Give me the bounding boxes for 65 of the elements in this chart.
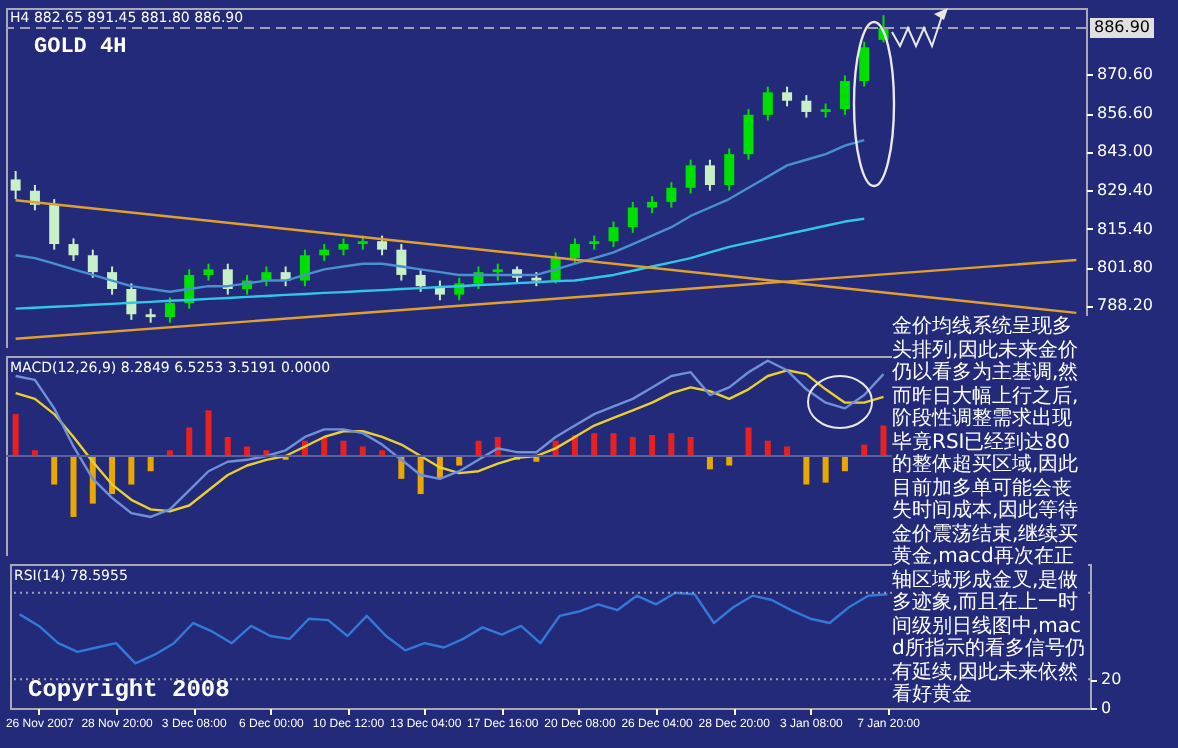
candlestick [724, 147, 735, 192]
bar [649, 435, 656, 456]
y-tick-label: 829.40 [1097, 180, 1153, 199]
y-tick-label: 843.00 [1097, 142, 1153, 161]
bar [880, 425, 887, 456]
candlestick [222, 262, 233, 296]
bar [745, 427, 752, 456]
y-tick-label: 20 [1101, 670, 1122, 689]
bar [784, 446, 791, 456]
bar [803, 456, 810, 485]
candlestick [666, 181, 677, 209]
candlestick [627, 200, 638, 234]
bar [340, 440, 347, 456]
y-tick-label: 788.20 [1097, 296, 1153, 315]
bar [12, 414, 19, 456]
candlestick [396, 243, 407, 282]
bar [359, 446, 366, 456]
candlestick [704, 158, 715, 192]
candlestick [608, 220, 619, 248]
candlestick [685, 158, 696, 195]
candlestick [743, 108, 754, 161]
bar [51, 456, 58, 485]
bar [456, 456, 463, 466]
bar [726, 456, 733, 466]
candlestick [10, 169, 21, 201]
bar [475, 440, 482, 456]
bar [186, 427, 193, 456]
candlestick [801, 94, 812, 119]
bar [591, 433, 598, 456]
annotation: Copyright 2008 [28, 676, 230, 704]
bar [764, 440, 771, 456]
bar [128, 456, 135, 485]
bar [687, 436, 694, 456]
ref-line-label: 886.90 [1094, 17, 1150, 36]
bar [841, 456, 848, 472]
candlestick [839, 74, 850, 116]
candlestick [859, 40, 870, 88]
bar [822, 456, 829, 483]
candlestick [377, 234, 388, 257]
candlestick [569, 237, 580, 265]
line-series [18, 591, 889, 665]
bar [706, 456, 713, 470]
bar [610, 433, 617, 456]
candlestick [164, 296, 175, 324]
candlestick [49, 198, 60, 251]
text: 金价均线系统呈现多头排列,因此未来金价仍以看多为主基调,然而昨日大幅上行之后,阶段性调整需求出现毕竟RSI已经到达80的整体超买区域,因此目前加多单可能会丧失时间成本,因此等待金价震荡结束,继续买黄金,macd再次在正轴区域形成金叉,是做多迹象,而且在上一时间级别日线图中,macd所指示的看多信号仍有延续,因此未来依然看好黄金 [892, 316, 1085, 706]
bar [224, 436, 231, 456]
bar [629, 436, 636, 456]
candlestick [68, 237, 79, 262]
candlestick [87, 248, 98, 279]
bar [668, 433, 675, 456]
bar [244, 446, 251, 456]
y-tick-label: 870.60 [1097, 64, 1153, 83]
text: GOLD 4H [34, 36, 127, 60]
bar [70, 456, 77, 517]
candlestick [299, 248, 310, 288]
y-tick-label: 856.60 [1097, 104, 1153, 123]
bar [205, 410, 212, 456]
bar [147, 456, 154, 472]
y-tick-label: 801.80 [1097, 258, 1153, 277]
candlestick [782, 85, 793, 108]
candlestick [415, 268, 426, 293]
y-tick-label: 815.40 [1097, 219, 1153, 238]
candlestick [762, 85, 773, 122]
y-tick-label: 0 [1101, 699, 1112, 717]
